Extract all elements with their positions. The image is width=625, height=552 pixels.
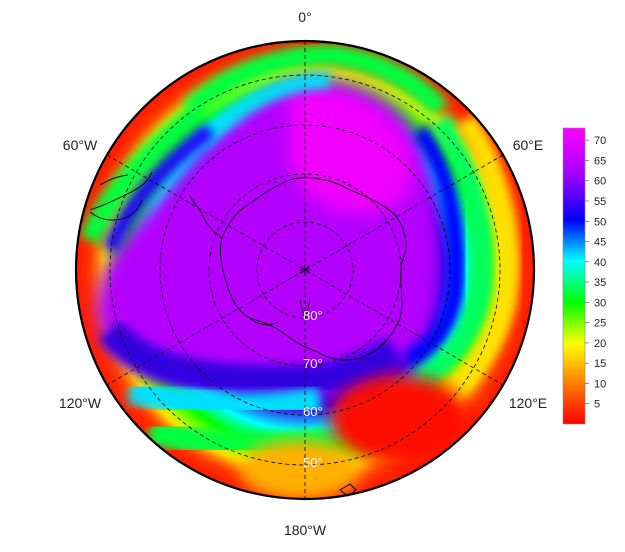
map-boundary	[74, 39, 536, 501]
lat-label-60: 60°	[303, 404, 323, 419]
lat-label-50: 50°	[303, 455, 323, 470]
lon-label-120e: 120°E	[509, 395, 547, 411]
colorbar-tick-label: 5	[594, 399, 600, 411]
colorbar-tick-label: 45	[594, 237, 606, 249]
lat-label-70: 70°	[303, 356, 323, 371]
colorbar-tick-label: 60	[594, 176, 606, 188]
colorbar-tick-label: 70	[594, 135, 606, 147]
colorbar-tick-label: 50	[594, 216, 606, 228]
colorbar-tick-label: 55	[594, 196, 606, 208]
tasmania-outline	[339, 483, 357, 497]
colorbar-frame	[562, 127, 586, 425]
colorbar-tick-label: 35	[594, 277, 606, 289]
colorbar-tick-label: 40	[594, 257, 606, 269]
colorbar-tick-label: 65	[594, 155, 606, 167]
meridian-60e-120w	[106, 154, 504, 386]
lon-label-0: 0°	[298, 9, 311, 25]
colorbar-gradient	[563, 128, 585, 424]
meridian-60w-120e	[106, 154, 504, 386]
latitude-circle-80	[256, 221, 354, 319]
latitude-circle-50	[109, 74, 501, 466]
colorbar-tick-label: 25	[594, 318, 606, 330]
colorbar: 70 65 60 55 50 45 40 35 30 25 20 15 10 5	[562, 127, 606, 425]
lon-label-180w: 180°W	[284, 522, 327, 538]
south-pole-marker	[299, 264, 311, 276]
lon-label-120w: 120°W	[59, 395, 102, 411]
colorbar-tick-label: 20	[594, 338, 606, 350]
ozone-field	[76, 41, 534, 499]
colorbar-tick-label: 30	[594, 297, 606, 309]
lat-label-80: 80°	[303, 308, 323, 323]
colorbar-tick-label: 10	[594, 378, 606, 390]
lon-label-60e: 60°E	[513, 137, 544, 153]
south-america-outline	[89, 171, 153, 221]
lon-label-60w: 60°W	[63, 137, 98, 153]
antarctica-coastline	[189, 177, 407, 361]
colorbar-tick-label: 15	[594, 358, 606, 370]
